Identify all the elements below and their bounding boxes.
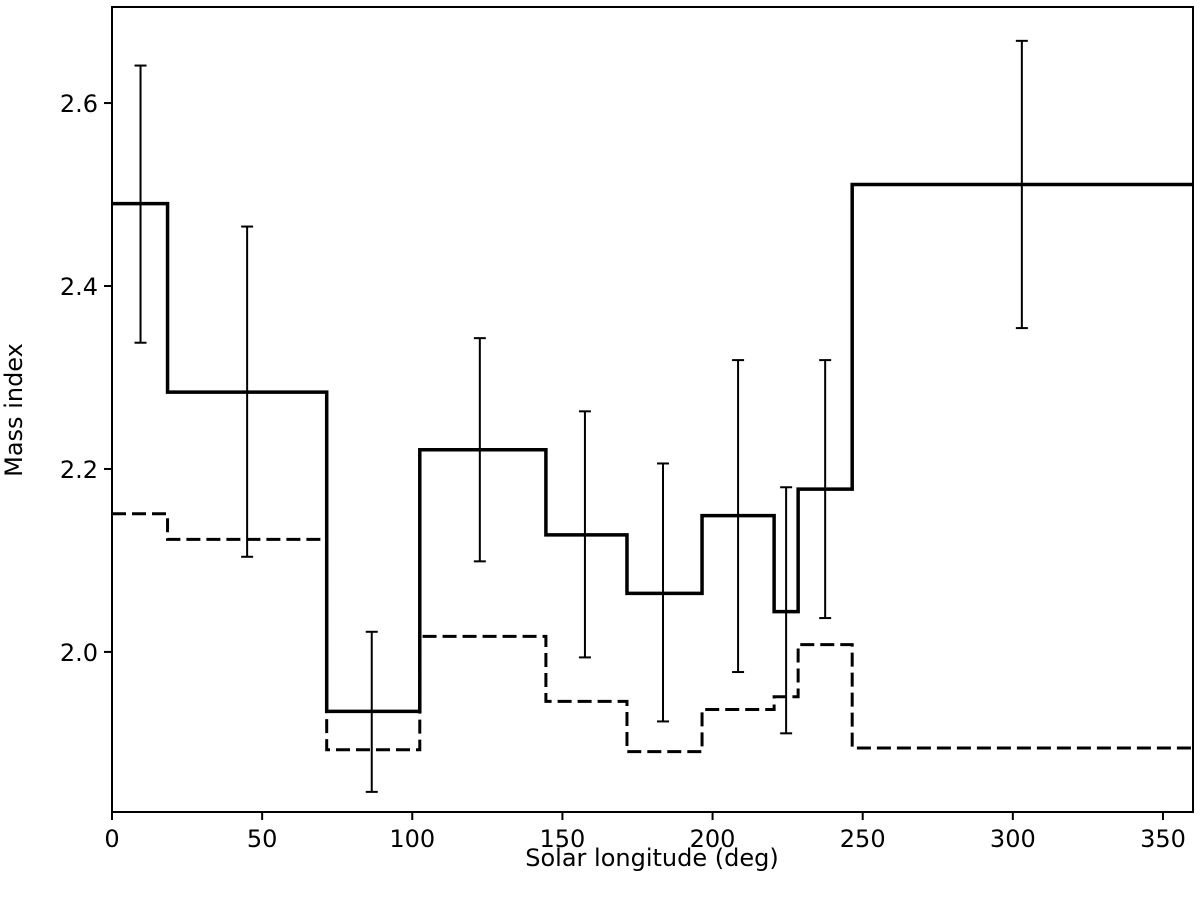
x-tick-label: 150: [540, 825, 586, 853]
x-tick-label: 350: [1140, 825, 1186, 853]
x-tick-label: 250: [840, 825, 886, 853]
x-tick-label: 100: [389, 825, 435, 853]
y-tick-label: 2.4: [60, 273, 98, 301]
error-bar: [1015, 39, 1028, 330]
error-bar: [365, 630, 378, 793]
series-dashed-line: [112, 512, 1193, 754]
error-bar: [473, 337, 486, 563]
x-tick-label: 300: [990, 825, 1036, 853]
y-tick-label: 2.0: [60, 639, 98, 667]
ticks: 0 50 100 150 200 250 300 350 2.0 2.2 2.4 2.6: [60, 90, 1186, 853]
x-tick-label: 50: [247, 825, 278, 853]
y-tick-label: 2.6: [60, 90, 98, 118]
error-bar: [241, 225, 254, 558]
y-tick-label: 2.2: [60, 456, 98, 484]
error-bar: [780, 486, 793, 735]
axes-frame: [111, 6, 1194, 813]
y-axis-label: Mass index: [0, 343, 28, 477]
error-bar: [657, 462, 670, 723]
x-axis-label: Solar longitude (deg): [525, 844, 778, 872]
error-bar: [134, 64, 147, 344]
x-tick-label: 0: [104, 825, 119, 853]
plot-area: [112, 39, 1193, 793]
x-tick-label: 200: [690, 825, 736, 853]
error-bar: [578, 410, 591, 659]
series-solid-line: [112, 182, 1193, 714]
error-bar: [732, 359, 745, 674]
error-bar: [819, 359, 832, 620]
